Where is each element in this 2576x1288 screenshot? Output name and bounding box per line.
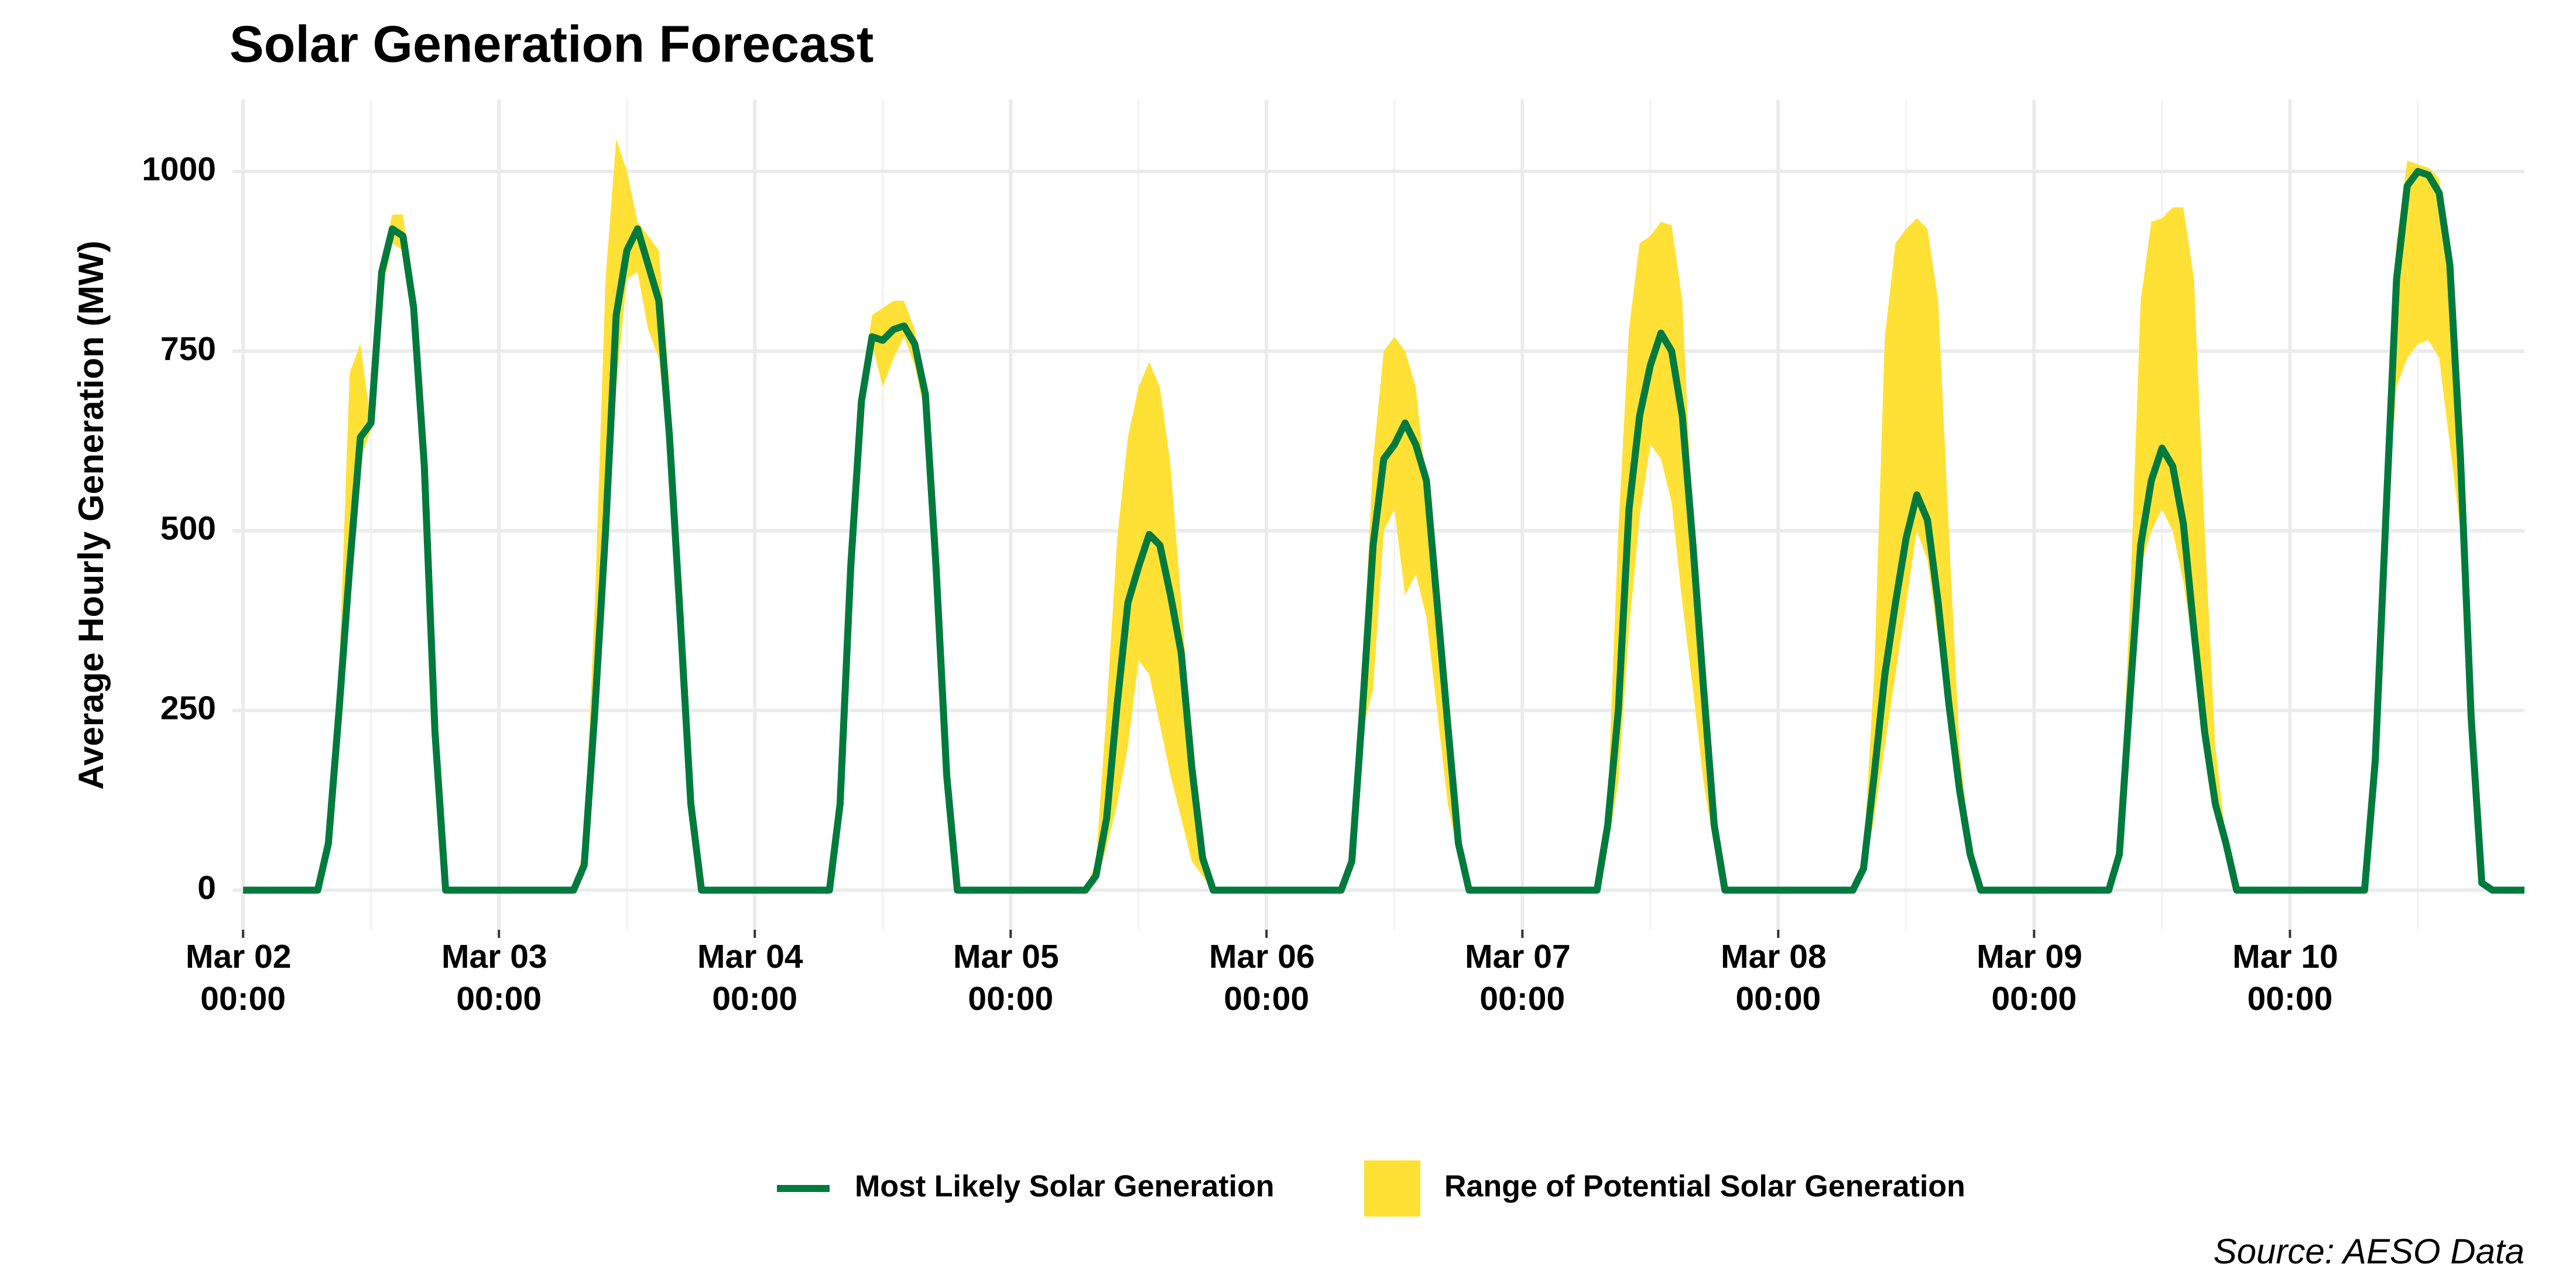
y-axis-title: Average Hourly Generation (MW) <box>71 241 111 790</box>
x-tick-label: Mar 06 00:00 <box>1209 938 1324 1018</box>
x-tick-label: Mar 04 00:00 <box>697 938 812 1018</box>
y-tick-label: 1000 <box>142 150 216 188</box>
source-note: Source: AESO Data <box>2214 1232 2524 1271</box>
x-tick-label: Mar 08 00:00 <box>1721 938 1835 1018</box>
x-tick-label: Mar 10 00:00 <box>2232 938 2347 1018</box>
y-tick-label: 750 <box>160 330 216 368</box>
x-tick-label: Mar 03 00:00 <box>441 938 556 1018</box>
x-tick-label: Mar 07 00:00 <box>1465 938 1580 1018</box>
forecast-line <box>243 167 2524 894</box>
y-tick-label: 250 <box>160 690 216 727</box>
legend-band-swatch <box>1364 1160 1420 1217</box>
legend-label: Most Likely Solar Generation <box>855 1170 1275 1204</box>
x-tick-label: Mar 05 00:00 <box>953 938 1068 1018</box>
range-band <box>243 139 2525 890</box>
x-tick-label: Mar 02 00:00 <box>186 938 300 1018</box>
legend-label: Range of Potential Solar Generation <box>1444 1170 1965 1204</box>
y-tick-label: 0 <box>197 869 216 907</box>
chart-title: Solar Generation Forecast <box>229 15 873 73</box>
x-tick-label: Mar 09 00:00 <box>1976 938 2091 1018</box>
y-tick-label: 500 <box>160 510 216 547</box>
